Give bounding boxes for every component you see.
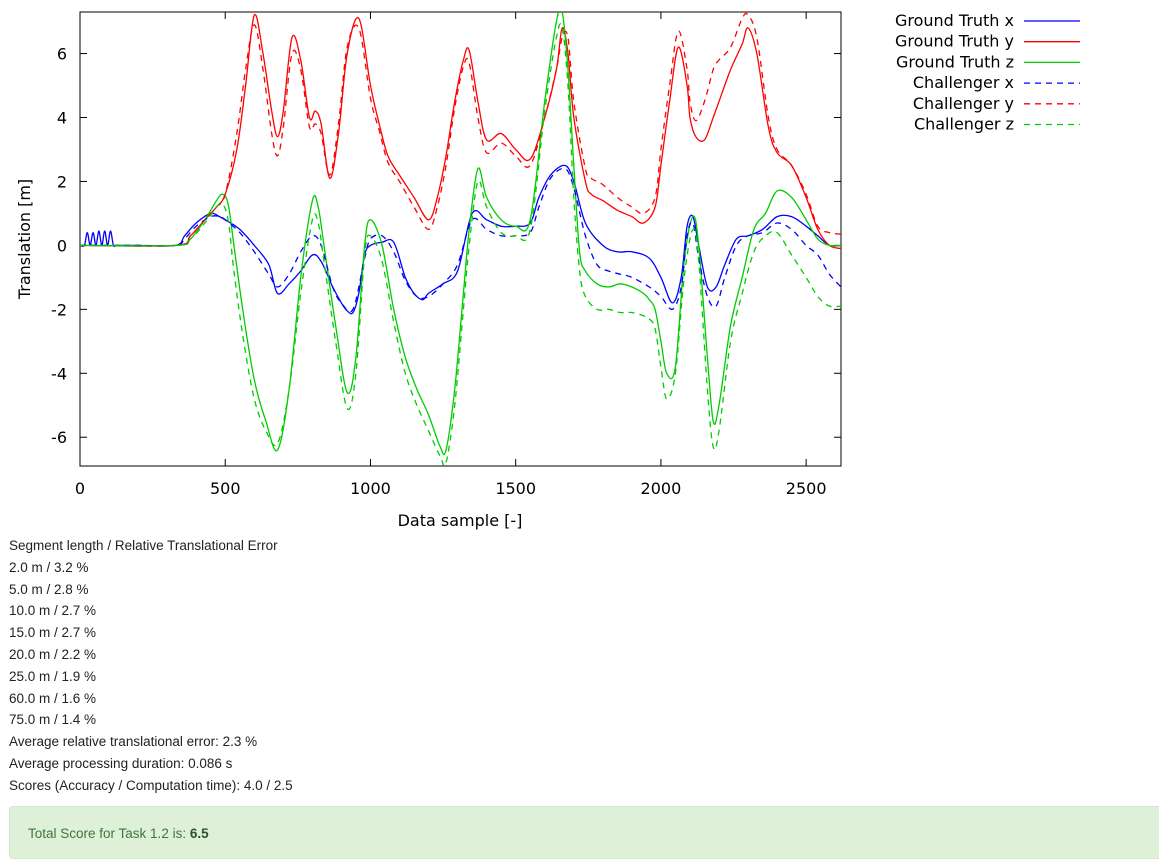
total-score-text: Total Score for Task 1.2 is: 6.5 — [28, 826, 209, 841]
segment-stat-row: 75.0 m / 1.4 % — [9, 712, 97, 728]
legend-label: Challenger x — [913, 73, 1014, 92]
y-tick-label: -6 — [51, 428, 67, 447]
segment-stat-row: 20.0 m / 2.2 % — [9, 646, 97, 662]
series-line — [80, 14, 841, 250]
stats-header: Segment length / Relative Translational … — [9, 538, 278, 553]
series-line — [80, 12, 841, 456]
x-tick-label: 2500 — [786, 479, 827, 498]
y-tick-label: -4 — [51, 364, 67, 383]
x-axis-label: Data sample [-] — [398, 511, 523, 530]
y-tick-label: 4 — [57, 109, 67, 128]
x-tick-label: 2000 — [641, 479, 682, 498]
series-line — [80, 167, 841, 313]
legend-label: Ground Truth x — [895, 11, 1014, 30]
plot-frame — [79, 11, 842, 467]
legend-label: Ground Truth y — [895, 32, 1014, 51]
segment-stat-row: 25.0 m / 1.9 % — [9, 668, 97, 684]
plot-lines — [80, 12, 841, 466]
x-tick-label: 500 — [210, 479, 241, 498]
y-tick-label: -2 — [51, 300, 67, 319]
series-line — [80, 23, 841, 466]
series-line — [80, 164, 841, 315]
y-tick-label: 2 — [57, 172, 67, 191]
average-duration: Average processing duration: 0.086 s — [9, 755, 233, 771]
scores-line: Scores (Accuracy / Computation time): 4.… — [9, 777, 293, 793]
y-tick-label: 0 — [57, 236, 67, 255]
segment-stat-row: 10.0 m / 2.7 % — [9, 603, 97, 619]
stats-panel: Segment length / Relative Translational … — [9, 535, 293, 797]
legend-label: Challenger y — [913, 94, 1014, 113]
x-tick-label: 0 — [75, 479, 85, 498]
y-tick-label: 6 — [57, 45, 67, 64]
axis-ticks — [79, 12, 841, 466]
axis-tick-labels: 0 500 1000 1500 2000 2500 -6 -4 -2 0 2 4 6 — [51, 45, 826, 498]
total-score-alert: Total Score for Task 1.2 is: 6.5 — [9, 806, 1159, 859]
total-score-value: 6.5 — [189, 826, 209, 841]
legend-label: Ground Truth z — [896, 52, 1014, 71]
trajectory-chart: 0 500 1000 1500 2000 2500 -6 -4 -2 0 2 4 6 Data samp… — [15, 11, 1080, 530]
x-tick-label: 1000 — [350, 479, 391, 498]
segment-stat-row: 15.0 m / 2.7 % — [9, 625, 97, 641]
average-error: Average relative translational error: 2.… — [9, 734, 258, 750]
y-axis-label: Translation [m] — [15, 179, 34, 300]
legend-label: Challenger z — [914, 115, 1014, 134]
x-tick-label: 1500 — [495, 479, 536, 498]
total-score-label: Total Score for Task 1.2 is: — [28, 826, 187, 841]
series-line — [80, 12, 841, 247]
segment-stat-row: 60.0 m / 1.6 % — [9, 690, 97, 706]
segment-stat-row: 2.0 m / 3.2 % — [9, 559, 89, 575]
segment-stat-row: 5.0 m / 2.8 % — [9, 581, 89, 597]
